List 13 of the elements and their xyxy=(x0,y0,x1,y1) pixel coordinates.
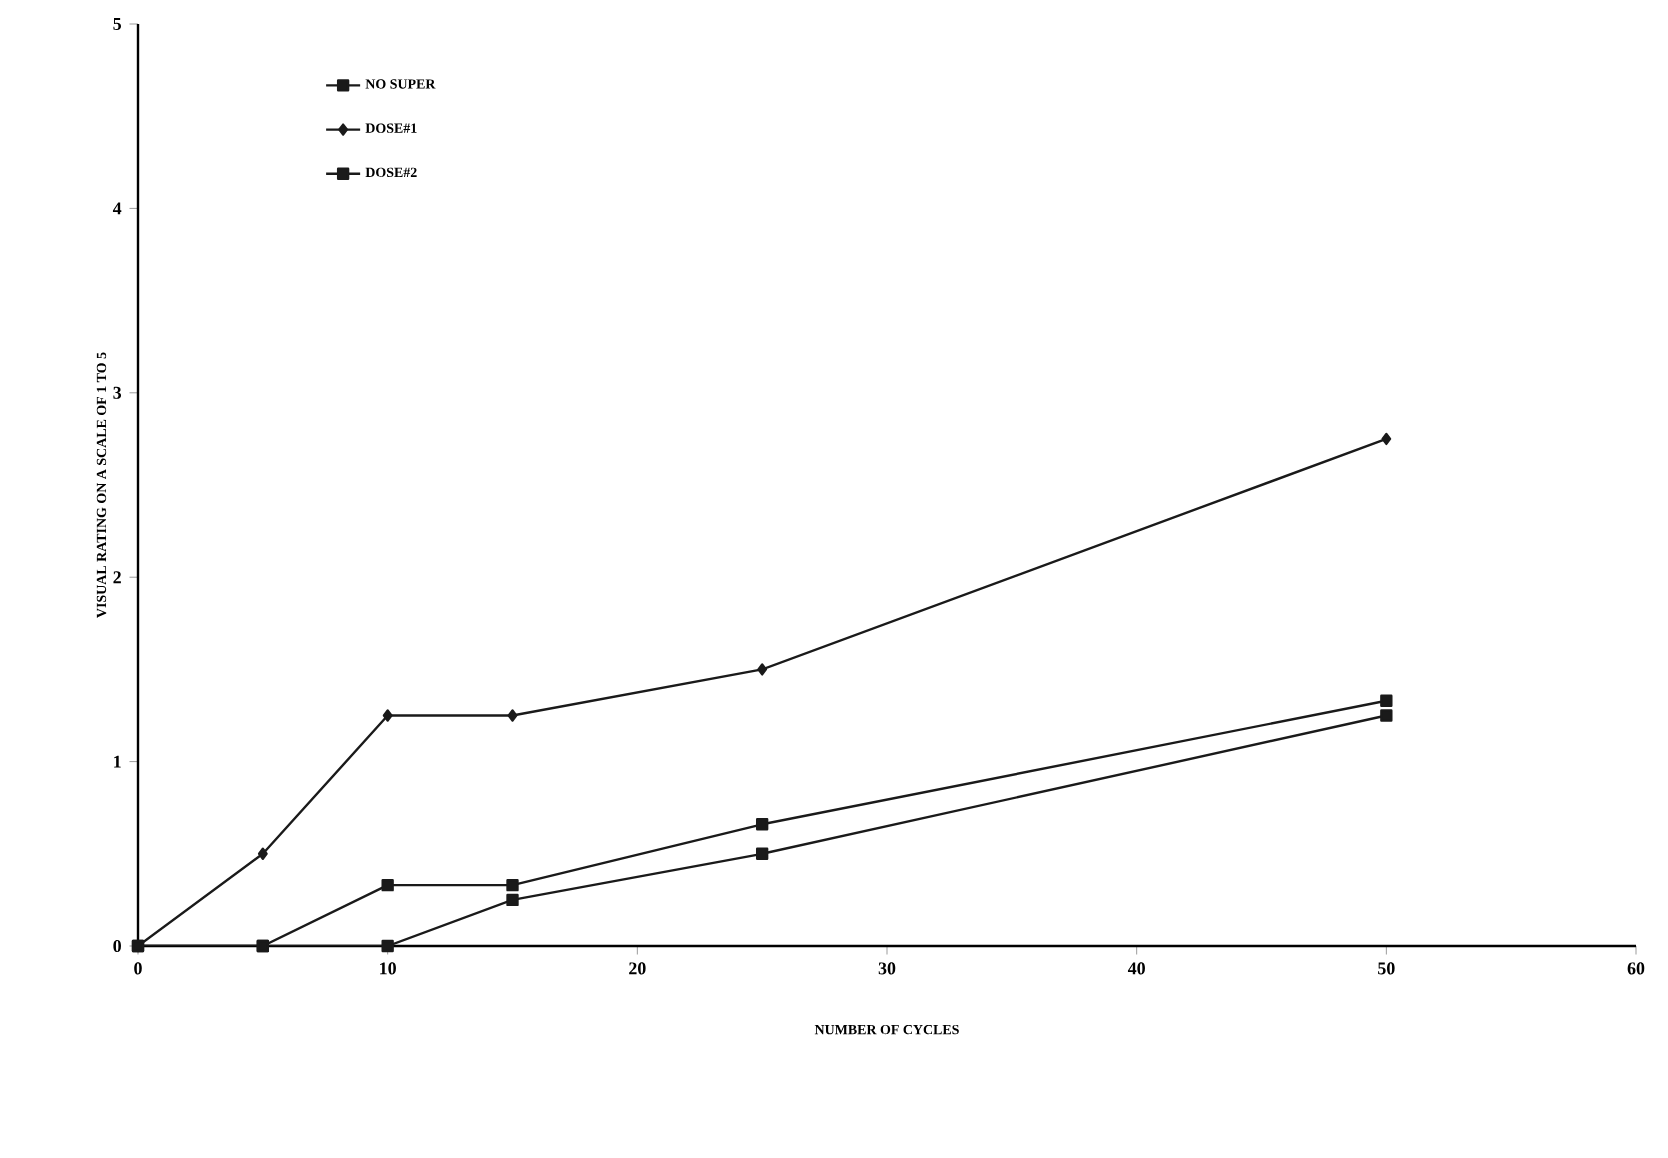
x-tick-label: 30 xyxy=(878,962,896,975)
x-tick-label: 60 xyxy=(1627,962,1645,975)
y-tick-label: 1 xyxy=(114,755,121,768)
y-tick-label: 3 xyxy=(113,386,122,399)
y-tick-label: 5 xyxy=(113,18,121,30)
x-tick-label: 20 xyxy=(629,962,646,975)
x-tick-label: 40 xyxy=(1127,962,1145,975)
y-tick-label: 2 xyxy=(113,571,121,584)
x-tick-label: 10 xyxy=(380,962,396,975)
x-tick-label: 0 xyxy=(134,962,142,975)
y-tick-label: 0 xyxy=(113,939,121,953)
x-tick-label: 50 xyxy=(1378,962,1395,975)
y-tick-label: 4 xyxy=(112,202,122,215)
